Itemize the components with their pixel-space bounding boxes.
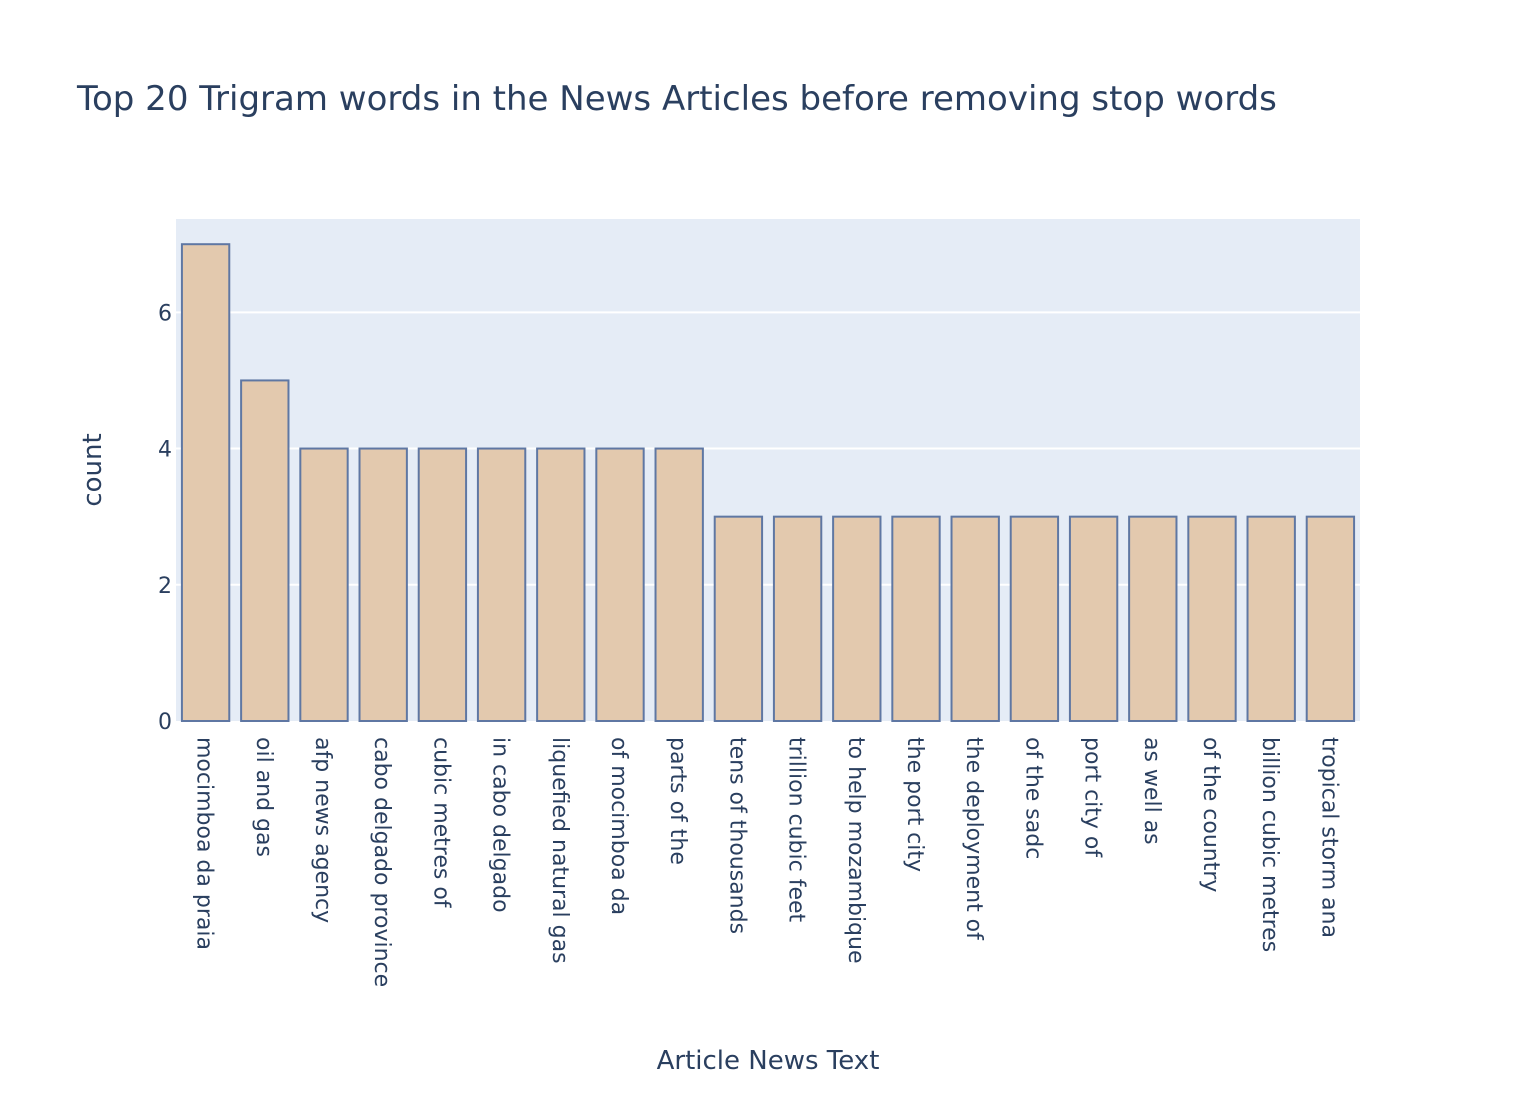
x-tick-label: of the country — [1198, 737, 1223, 892]
x-tick-label: of mocimboa da — [606, 737, 631, 915]
x-tick-label: oil and gas — [251, 737, 276, 857]
bar — [1009, 515, 1060, 723]
bar — [180, 243, 231, 722]
bar — [1305, 515, 1356, 723]
plot-area — [176, 219, 1360, 721]
bar — [476, 447, 527, 722]
bar — [299, 447, 349, 722]
bar — [240, 379, 290, 722]
x-tick-label: billion cubic metres — [1257, 737, 1282, 952]
bar — [417, 447, 468, 722]
bar — [891, 515, 941, 723]
bar — [1068, 515, 1119, 723]
x-tick-label: trillion cubic feet — [784, 737, 809, 923]
bar — [1128, 515, 1178, 723]
x-tick-label: port city of — [1080, 737, 1105, 858]
bar — [595, 447, 645, 722]
x-tick-label: the deployment of — [961, 737, 986, 941]
bar — [1187, 515, 1237, 723]
y-axis-ticks: 0 2 4 6 — [158, 301, 172, 735]
bar — [358, 447, 408, 722]
bar — [950, 515, 1000, 723]
bar — [536, 447, 586, 722]
bar — [654, 447, 704, 722]
x-tick-label: to help mozambique — [843, 737, 868, 964]
bar — [832, 515, 882, 723]
x-tick-label: the port city — [902, 737, 927, 872]
x-tick-label: of the sadc — [1020, 737, 1045, 859]
x-tick-label: parts of the — [665, 737, 690, 865]
x-axis-title: Article News Text — [657, 1046, 880, 1076]
x-tick-label: tens of thousands — [724, 737, 749, 934]
x-tick-label: afp news agency — [310, 737, 335, 923]
bar — [713, 515, 764, 723]
y-tick-label: 0 — [158, 710, 172, 735]
bars — [180, 243, 1356, 723]
chart-title: Top 20 Trigram words in the News Article… — [76, 79, 1277, 119]
x-tick-label: as well as — [1139, 737, 1164, 845]
bar — [772, 515, 823, 723]
y-tick-label: 2 — [158, 574, 172, 599]
x-tick-label: cubic metres of — [428, 737, 453, 909]
x-axis-ticks: mocimboa da praia oil and gas afp news age… — [192, 737, 1342, 987]
x-tick-label: in cabo delgado — [488, 737, 513, 913]
x-tick-label: liquefied natural gas — [547, 737, 572, 964]
y-axis-title: count — [78, 433, 108, 506]
y-tick-label: 6 — [158, 301, 172, 326]
x-tick-label: tropical storm ana — [1316, 737, 1341, 938]
y-tick-label: 4 — [158, 438, 172, 463]
x-tick-label: mocimboa da praia — [192, 737, 217, 950]
x-tick-label: cabo delgado province — [369, 737, 394, 987]
bar — [1246, 515, 1296, 723]
